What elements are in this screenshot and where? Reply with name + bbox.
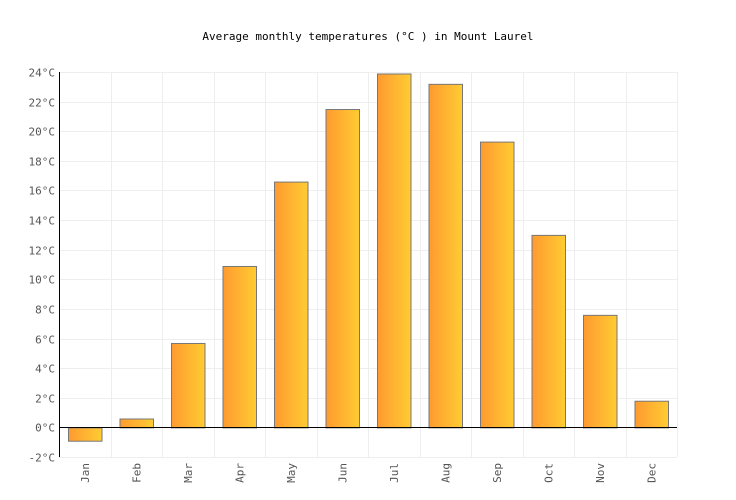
y-tick-label: 0°C — [35, 422, 55, 435]
bar-apr — [222, 265, 257, 429]
chart-title: Average monthly temperatures (°C ) in Mo… — [202, 30, 533, 43]
x-tick-label: May — [285, 463, 298, 483]
y-tick-label: 18°C — [29, 156, 56, 169]
y-tick-label: 12°C — [29, 245, 56, 258]
x-tick-label: Mar — [182, 463, 195, 483]
y-tick-label: 16°C — [29, 185, 56, 198]
x-tick-label: Jul — [388, 463, 401, 483]
bar-feb — [119, 418, 154, 429]
y-tick-label: 6°C — [35, 334, 55, 347]
bars — [68, 73, 669, 442]
grid — [59, 72, 678, 458]
y-tick-label: -2°C — [29, 452, 56, 465]
y-tick-label: 10°C — [29, 274, 56, 287]
x-tick-label: Feb — [130, 463, 143, 483]
bar-aug — [428, 83, 463, 429]
y-tick-label: 24°C — [29, 67, 56, 80]
x-tick-label: Jan — [79, 463, 92, 483]
bar-jun — [325, 109, 360, 429]
bar-oct — [531, 234, 566, 429]
x-tick-label: Aug — [439, 463, 452, 483]
x-tick-labels: Jan Feb Mar Apr May Jun Jul Aug Sep Oct Nov Dec — [79, 463, 659, 483]
y-tick-labels: -2°C 0°C 2°C 4°C 6°C 8°C 10°C 12°C 14°C 16°C 18°C 2… — [29, 67, 56, 465]
x-tick-label: Apr — [233, 463, 246, 483]
y-tick-label: 4°C — [35, 363, 55, 376]
x-tick-label: Dec — [645, 463, 658, 483]
x-tick-label: Oct — [542, 463, 555, 483]
bar-mar — [171, 342, 206, 429]
x-tick-label: Jun — [336, 463, 349, 483]
y-tick-label: 2°C — [35, 393, 55, 406]
bar-sep — [480, 141, 515, 429]
x-tick-label: Sep — [491, 463, 504, 483]
x-tick-label: Nov — [594, 463, 607, 483]
bar-jul — [377, 73, 412, 429]
bar-dec — [634, 400, 669, 429]
y-tick-label: 14°C — [29, 215, 56, 228]
bar-may — [274, 181, 309, 429]
bar-nov — [583, 314, 618, 429]
y-tick-label: 22°C — [29, 97, 56, 110]
bar-jan — [68, 427, 103, 442]
axes — [59, 72, 677, 457]
y-tick-label: 20°C — [29, 126, 56, 139]
y-tick-label: 8°C — [35, 304, 55, 317]
